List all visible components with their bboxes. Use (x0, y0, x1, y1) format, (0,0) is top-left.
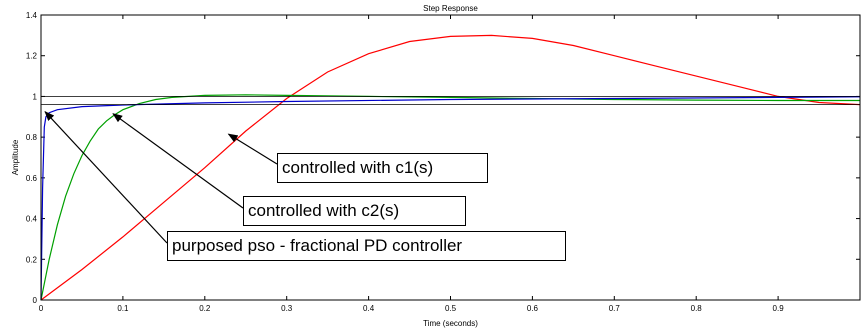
x-tick-label: 0.8 (691, 304, 703, 313)
x-tick-label: 0.3 (281, 304, 293, 313)
y-tick-label: 0.4 (26, 215, 38, 224)
y-tick-label: 1.4 (26, 11, 38, 20)
x-tick-label: 0.6 (527, 304, 539, 313)
y-tick-label: 0.6 (26, 174, 38, 183)
annotation-arrow-1 (112, 113, 244, 209)
series-line-2 (40, 96, 861, 301)
ticks-layer: 0 0.1 0.2 0.3 0.4 0.5 0.6 0.7 0.8 0.9 0 0.2 0.4 0.6 0.… (26, 11, 860, 313)
y-tick-label: 1 (33, 92, 38, 101)
y-tick-label: 1.2 (26, 52, 38, 61)
annotation-c1: controlled with c1(s) (277, 153, 488, 183)
chart-title: Step Response (423, 4, 478, 13)
x-axis-title: Time (seconds) (423, 319, 478, 328)
x-tick-label: 0.4 (363, 304, 375, 313)
series-layer (40, 34, 861, 301)
x-tick-label: 0.5 (445, 304, 457, 313)
y-tick-label: 0.8 (26, 133, 38, 142)
plot-frame (40, 14, 861, 301)
x-tick-label: 0.7 (609, 304, 621, 313)
x-tick-label: 0.9 (773, 304, 785, 313)
series-line-0 (40, 34, 861, 301)
x-tick-label: 0.1 (117, 304, 129, 313)
x-tick-label: 0.2 (199, 304, 211, 313)
annotation-arrow-2 (44, 110, 168, 244)
arrows-layer (44, 110, 278, 244)
x-tick-label: 0 (39, 304, 44, 313)
annotation-pso-controller: purposed pso - fractional PD controller (167, 231, 566, 261)
annotation-c2: controlled with c2(s) (243, 196, 466, 226)
y-tick-label: 0.2 (26, 255, 38, 264)
annotation-arrow-0 (227, 133, 278, 165)
y-tick-label: 0 (33, 296, 38, 305)
y-axis-title: Amplitude (11, 139, 20, 175)
